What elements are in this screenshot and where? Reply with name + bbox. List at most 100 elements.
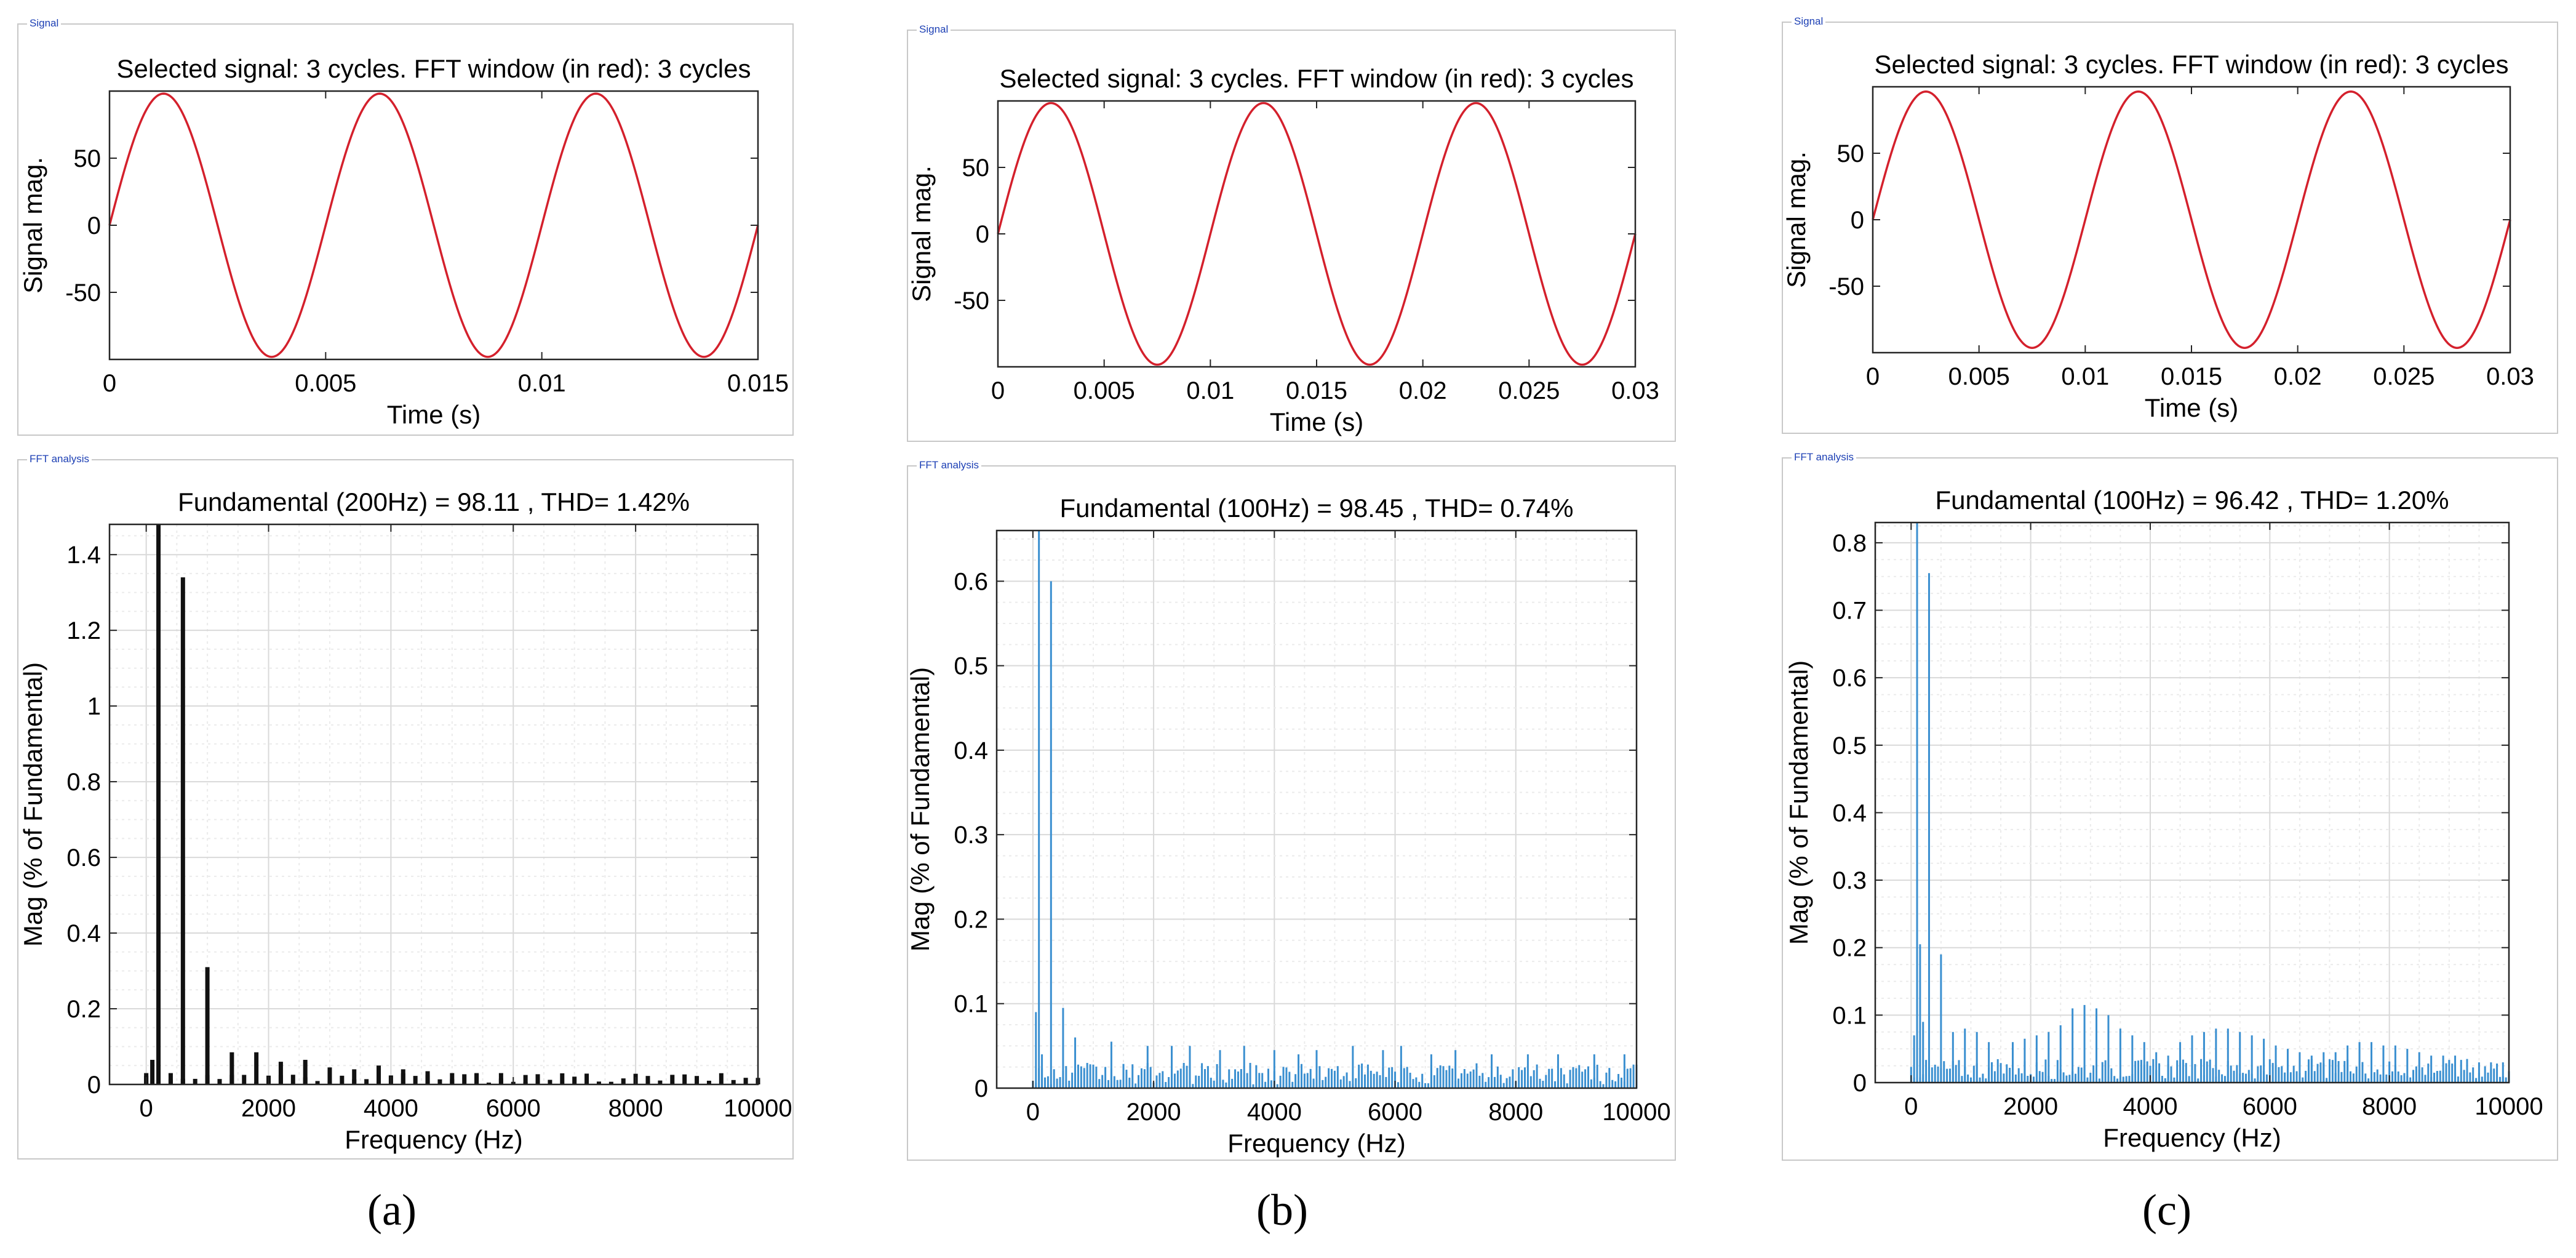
fft-bar (1593, 1054, 1595, 1088)
y-tick-label: 0.5 (954, 653, 988, 680)
fft-bar (1526, 1054, 1529, 1088)
y-tick-label: 0.8 (66, 769, 101, 796)
signal-panel-b: Signal Selected signal: 3 cycles. FFT wi… (907, 23, 1676, 442)
fft-bar (2098, 1078, 2100, 1083)
axes-box (995, 529, 1638, 1089)
fft-bar (1116, 1080, 1119, 1088)
fft-bar (1071, 1072, 1074, 1088)
fft-bar (1249, 1062, 1251, 1088)
fft-bar (156, 524, 161, 1084)
fft-bar (1472, 1069, 1475, 1088)
fft-bar (1206, 1066, 1209, 1088)
fft-bar (1195, 1075, 1197, 1088)
fft-bar (2433, 1072, 2436, 1083)
fft-bar (2350, 1071, 2351, 1083)
fft-bar (193, 1078, 197, 1084)
fft-bar (1201, 1063, 1203, 1088)
fft-bar (1442, 1066, 1445, 1088)
fft-bar (2227, 1028, 2229, 1083)
fft-bar (1331, 1068, 1333, 1088)
fft-bar (743, 1078, 748, 1084)
fft-bar (450, 1073, 455, 1084)
fft-bar (1333, 1070, 1336, 1088)
fft-bar (229, 1052, 234, 1084)
chart-c-signal: Selected signal: 3 cycles. FFT window (i… (1782, 50, 2534, 422)
fft-bar (1062, 1008, 1064, 1088)
fft-bar (2275, 1045, 2277, 1083)
fft-bar (352, 1069, 357, 1084)
fft-bar (1273, 1050, 1275, 1088)
fft-bar (2409, 1077, 2412, 1083)
x-tick-label: 10000 (1602, 1099, 1670, 1126)
fft-bar (2424, 1075, 2426, 1083)
fft-bar (1539, 1078, 1541, 1088)
x-tick-label: 6000 (1368, 1099, 1422, 1126)
fft-bar (1466, 1073, 1469, 1088)
fft-bar (1557, 1054, 1559, 1088)
fft-bar (2460, 1060, 2462, 1083)
axes-box (108, 523, 759, 1086)
fft-bar (1113, 1076, 1115, 1088)
fft-bar (401, 1069, 405, 1084)
fft-bar (2239, 1032, 2241, 1083)
fft-bar (2134, 1060, 2137, 1083)
fft-bar (1934, 1064, 1936, 1083)
fft-bar (2054, 1079, 2056, 1083)
fft-bar (2209, 1059, 2211, 1083)
y-axis-label: Signal mag. (1782, 151, 1811, 288)
fft-bar (2430, 1056, 2433, 1083)
fft-bar (1578, 1065, 1581, 1088)
fft-bar (1298, 1054, 1300, 1088)
fft-bar (474, 1073, 479, 1084)
fft-bar (1451, 1068, 1454, 1088)
fft-bar (1370, 1070, 1372, 1088)
fft-bar (1074, 1037, 1077, 1088)
x-axis-label: Frequency (Hz) (1227, 1129, 1405, 1158)
fft-bar (1288, 1072, 1291, 1088)
fft-bar (2310, 1056, 2313, 1083)
y-tick-label: 0.2 (1832, 935, 1867, 962)
fft-bar (1107, 1080, 1110, 1088)
fft-bar (2361, 1062, 2364, 1083)
fft-bar (2188, 1076, 2190, 1083)
fft-bar (377, 1065, 381, 1084)
fft-bar (2496, 1064, 2498, 1083)
fft-bar (2191, 1035, 2193, 1083)
x-tick-label: 0.015 (727, 370, 789, 397)
fft-bar (1376, 1072, 1378, 1088)
fft-bar (254, 1052, 259, 1084)
fft-bar (1291, 1081, 1294, 1088)
fft-bar (1279, 1075, 1282, 1088)
fft-bar (2478, 1062, 2480, 1083)
fft-bar (2044, 1059, 2047, 1083)
fft-bar (1521, 1070, 1523, 1088)
y-tick-label: -50 (1828, 273, 1864, 300)
fft-bar (2388, 1061, 2391, 1083)
fft-bar (1529, 1076, 1532, 1088)
fft-bar (2397, 1071, 2399, 1083)
fft-bar (1186, 1065, 1188, 1088)
fft-bar (2137, 1060, 2140, 1083)
fft-bar (180, 577, 185, 1084)
fft-bar (1041, 1054, 1043, 1088)
fft-bar (2041, 1072, 2044, 1083)
fft-bar (2334, 1052, 2337, 1083)
fft-bar (1267, 1068, 1270, 1088)
x-tick-label: 8000 (2362, 1093, 2417, 1120)
fft-bar (645, 1076, 650, 1084)
fft-bar (1325, 1076, 1327, 1088)
fft-bar (1246, 1073, 1248, 1088)
fft-bar (1976, 1032, 1978, 1083)
x-tick-label: 0 (140, 1095, 153, 1122)
fft-bar (572, 1076, 577, 1084)
fft-bar (1312, 1078, 1315, 1088)
fft-bar (2403, 1073, 2406, 1083)
x-tick-label: 10000 (2474, 1093, 2543, 1120)
fft-bar (1282, 1067, 1285, 1088)
fft-bar (150, 1060, 155, 1084)
x-tick-label: 0 (1904, 1093, 1918, 1120)
fft-bar (2059, 1025, 2062, 1083)
fft-bar (2122, 1076, 2124, 1083)
fft-bar (1379, 1075, 1381, 1088)
fft-bar (1158, 1073, 1161, 1088)
